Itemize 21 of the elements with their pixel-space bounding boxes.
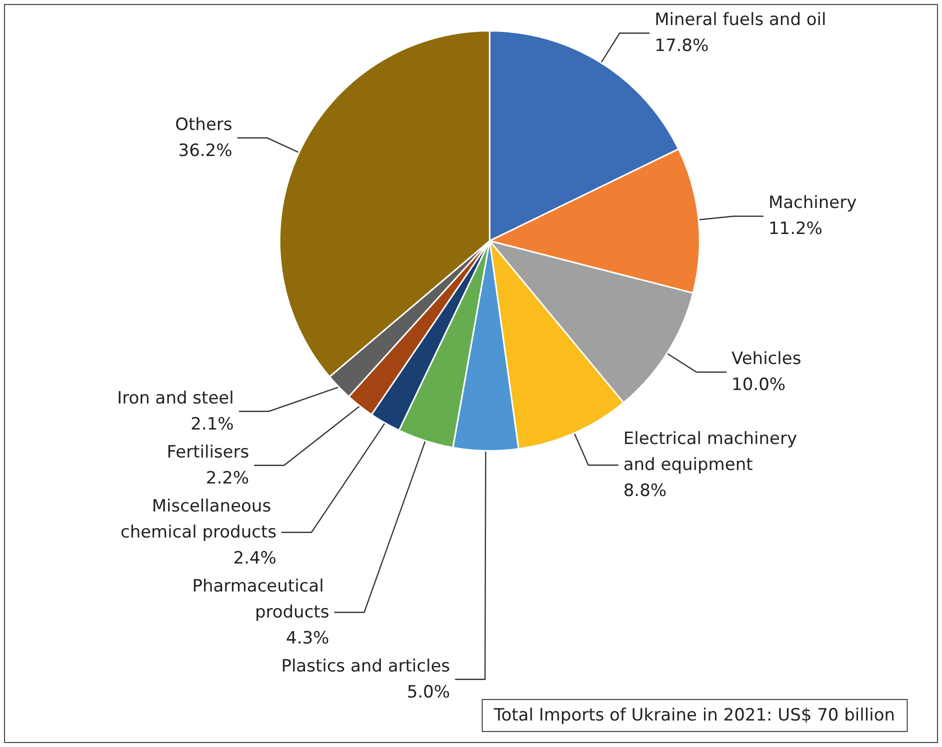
data-label: 17.8%	[654, 36, 709, 56]
slice-label: Mineral fuels and oil	[654, 10, 826, 30]
data-label: 2.4%	[233, 548, 276, 568]
data-label: 10.0%	[732, 375, 786, 396]
data-label: 2.2%	[206, 468, 250, 488]
slice-label: Iron and steel	[117, 388, 234, 408]
slice-label: Plastics and articles	[281, 656, 450, 676]
data-label: 36.2%	[178, 140, 232, 161]
data-label: 8.8%	[623, 481, 667, 502]
slice-label: Machinery	[768, 193, 857, 214]
data-label: 5.0%	[406, 682, 450, 702]
data-label: 4.3%	[286, 628, 330, 648]
slice-label: Electrical machinery and equipment	[623, 429, 802, 476]
slice-label: Pharmaceutical products	[192, 576, 330, 622]
data-label: 2.1%	[190, 414, 234, 434]
slice-label: Miscellaneous chemical products	[120, 496, 277, 542]
data-label: 11.2%	[768, 219, 822, 240]
slice-label: Others	[175, 114, 232, 135]
slice-label: Fertilisers	[166, 442, 250, 462]
slice-label: Vehicles	[732, 349, 802, 370]
text: Total Imports of Ukraine in 2021: US$ 70 billion	[492, 706, 896, 726]
